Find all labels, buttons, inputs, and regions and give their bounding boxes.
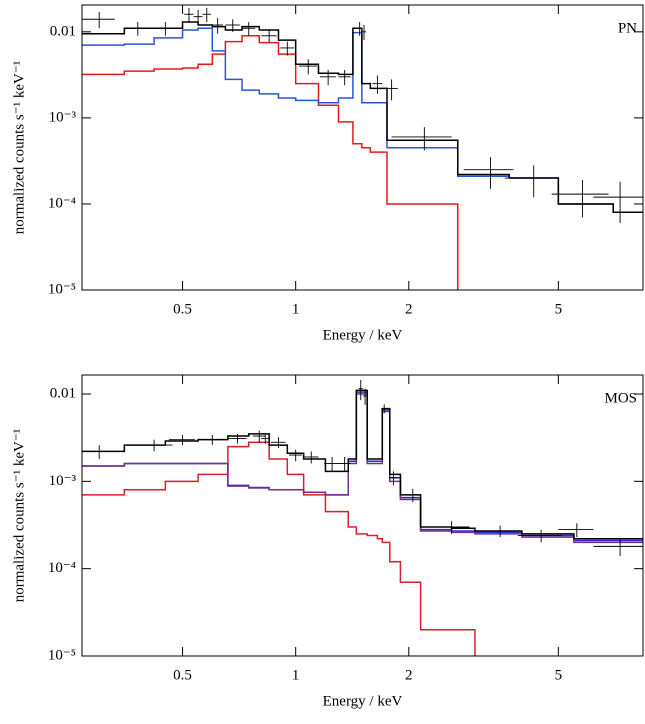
panel: 0.5 1 2 5 0.01 10⁻³ 10⁻⁴ 10⁻⁵ Energy / keV normal…: [11, 4, 644, 343]
panel: 0.5 1 2 5 0.01 10⁻³ 10⁻⁴ 10⁻⁵ Energy / keV normal…: [11, 374, 644, 709]
panel-annotation: MOS: [604, 390, 637, 406]
model-curve: [82, 21, 643, 214]
y-tick-label: 10⁻⁴: [48, 560, 76, 576]
y-tick-label: 10⁻⁵: [48, 647, 76, 663]
x-tick-label: 5: [555, 667, 563, 683]
model-curve: [82, 27, 643, 214]
model-curve: [82, 389, 643, 540]
model-curve: [82, 35, 459, 290]
y-axis-title: normalized counts s⁻¹ keV⁻¹: [11, 61, 27, 235]
x-tick-label: 0.5: [173, 667, 192, 683]
y-tick-label: 10⁻³: [49, 473, 77, 489]
y-tick-label: 10⁻³: [49, 109, 77, 125]
model-curve: [82, 393, 643, 544]
plot-area: [82, 379, 643, 656]
y-tick-label: 0.01: [50, 385, 76, 401]
x-axis-title: Energy / keV: [323, 327, 403, 343]
y-tick-label: 10⁻⁵: [48, 281, 76, 297]
plot-frame: [81, 374, 644, 657]
x-tick-label: 1: [292, 301, 300, 317]
y-axis-title: normalized counts s⁻¹ keV⁻¹: [11, 429, 27, 603]
y-tick-label: 0.01: [50, 23, 76, 39]
panel-annotation: PN: [618, 20, 637, 36]
model-curve: [82, 441, 476, 656]
x-tick-label: 2: [405, 301, 413, 317]
x-axis-title: Energy / keV: [323, 693, 403, 709]
x-tick-label: 2: [405, 667, 413, 683]
x-tick-label: 0.5: [173, 301, 192, 317]
y-tick-label: 10⁻⁴: [48, 195, 76, 211]
model-curve: [82, 391, 643, 542]
plot-area: [82, 7, 643, 290]
x-tick-label: 5: [555, 301, 563, 317]
x-tick-label: 1: [292, 667, 300, 683]
plot-frame: [81, 4, 644, 291]
